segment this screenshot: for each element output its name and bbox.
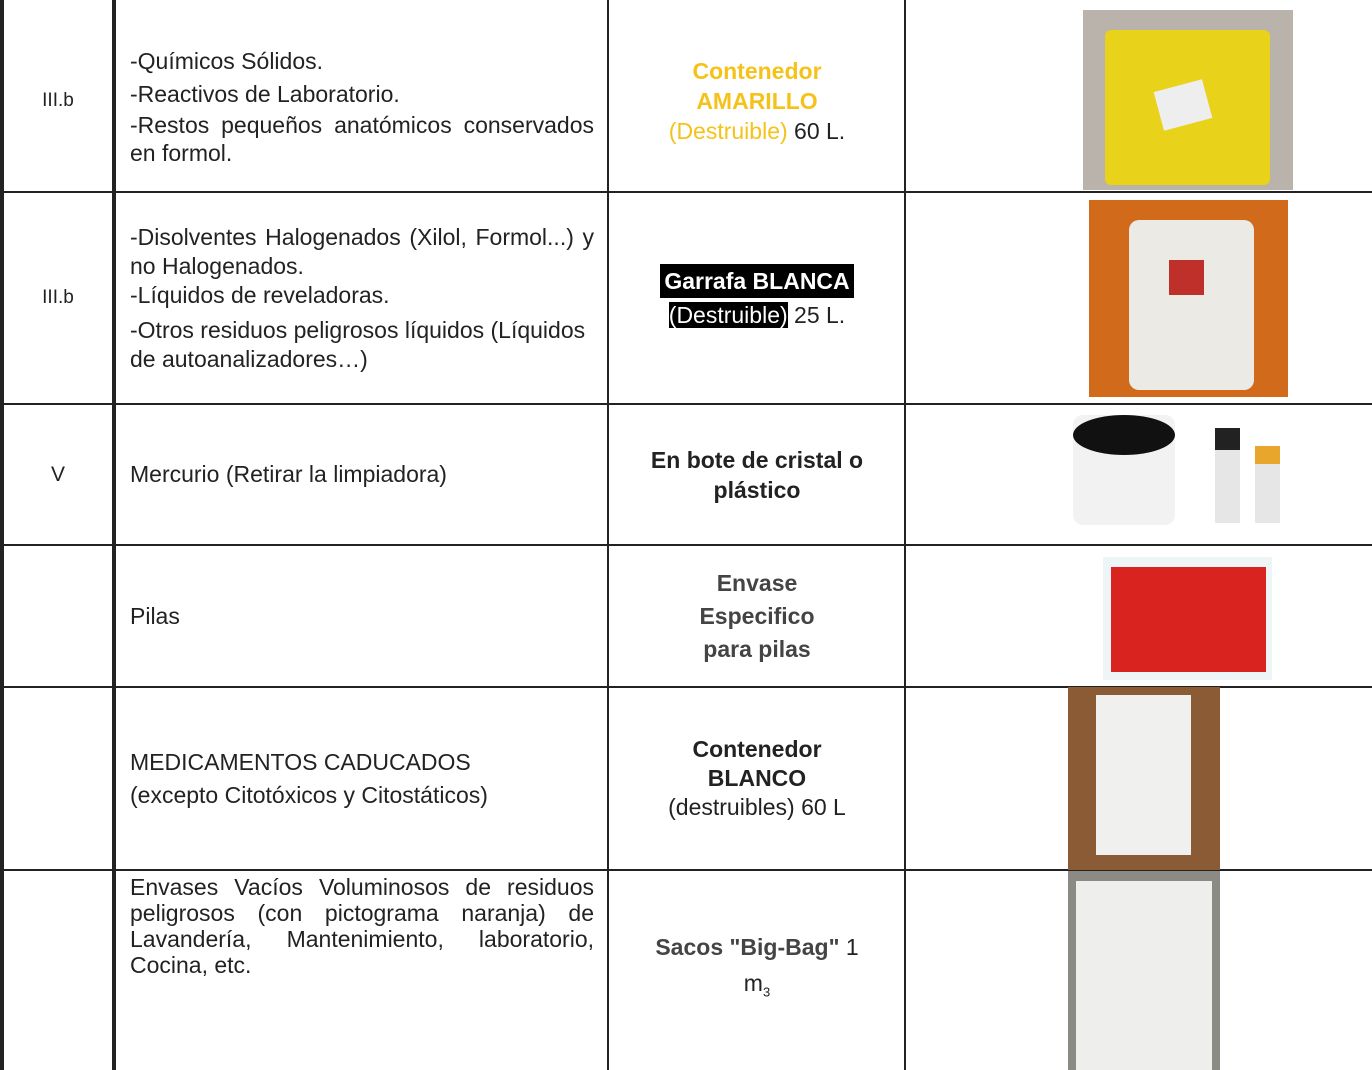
- jar: [1073, 415, 1175, 525]
- line: Especifico: [699, 602, 815, 629]
- border: [0, 544, 1372, 546]
- line: -Reactivos de Laboratorio.: [130, 81, 400, 107]
- class: V: [50, 462, 65, 486]
- container-cell: Garrafa BLANCA (Destruible) 25 L.: [610, 193, 904, 403]
- cap: [1255, 446, 1280, 464]
- photo: [1068, 687, 1220, 870]
- container-cell: Envase Especifico para pilas: [610, 546, 904, 686]
- class: III.b: [42, 287, 74, 308]
- line: MEDICAMENTOS CADUCADOS: [130, 748, 471, 775]
- label: [1169, 260, 1204, 295]
- description-cell: -Químicos Sólidos. -Reactivos de Laborat…: [118, 45, 606, 191]
- white-bin: [1096, 695, 1191, 855]
- text: 3: [762, 984, 771, 1000]
- line: Garrafa BLANCA: [660, 264, 854, 298]
- line: -Químicos Sólidos.: [130, 48, 324, 74]
- text: (Destruible): [668, 117, 788, 144]
- line: Sacos "Big-Bag" 1: [655, 929, 858, 965]
- line: Contenedor: [692, 57, 822, 84]
- vial: [1255, 446, 1280, 523]
- border: [0, 869, 1372, 871]
- photo: [1083, 10, 1293, 190]
- border: [112, 0, 116, 1070]
- line: para pilas: [703, 635, 811, 662]
- text: 60 L.: [787, 117, 846, 144]
- line: Envases Vacíos Voluminosos de residuos p…: [130, 874, 594, 978]
- line: Mercurio (Retirar la limpiadora): [130, 461, 447, 487]
- border: [607, 0, 609, 1070]
- text: 25 L.: [787, 302, 846, 328]
- class: III.b: [42, 89, 74, 111]
- line: En bote de cristal o plástico: [650, 446, 864, 503]
- line: -Restos pequeños anatómicos conservados …: [130, 112, 594, 166]
- container-cell: En bote de cristal o plástico: [610, 405, 904, 544]
- photo: [1068, 871, 1220, 1070]
- cap: [1215, 428, 1240, 450]
- line: (Destruible) 25 L.: [668, 298, 846, 332]
- text: m: [743, 970, 763, 996]
- text: (Destruible): [668, 302, 788, 328]
- container-cell: Contenedor BLANCO (destruibles) 60 L: [610, 688, 904, 869]
- line: BLANCO: [707, 765, 807, 791]
- container-cell: Contenedor AMARILLO (Destruible) 60 L.: [610, 10, 904, 191]
- red-box: [1111, 567, 1266, 672]
- line: (Destruible) 60 L.: [669, 116, 845, 146]
- description-cell: MEDICAMENTOS CADUCADOS (excepto Citotóxi…: [118, 688, 606, 869]
- class-cell: III.b: [4, 193, 112, 403]
- vial: [1215, 428, 1240, 523]
- border: [0, 0, 4, 1070]
- description-cell: Pilas: [118, 546, 606, 686]
- photo: [1089, 200, 1288, 397]
- line: Contenedor: [692, 736, 822, 762]
- border: [0, 191, 1372, 193]
- border: [0, 403, 1372, 405]
- lid: [1073, 415, 1175, 455]
- jerrycan: [1129, 220, 1254, 390]
- line: (excepto Citotóxicos y Citostáticos): [130, 781, 488, 808]
- container-cell: Sacos "Big-Bag" 1 m3: [610, 871, 904, 1070]
- line: AMARILLO: [696, 87, 818, 114]
- line: Envase: [716, 569, 798, 596]
- border: [904, 0, 906, 1070]
- line: -Otros residuos peligrosos líquidos (Líq…: [130, 316, 586, 372]
- line: Pilas: [130, 602, 180, 629]
- line: (destruibles) 60 L: [668, 794, 846, 820]
- description-cell: Envases Vacíos Voluminosos de residuos p…: [118, 874, 606, 1070]
- border: [0, 686, 1372, 688]
- class-cell: V: [4, 405, 112, 544]
- photo: [1103, 557, 1272, 680]
- description-cell: Mercurio (Retirar la limpiadora): [118, 405, 606, 544]
- text: Sacos "Big-Bag": [655, 934, 840, 960]
- line: -Disolventes Halogenados (Xilol, Formol.…: [130, 223, 594, 279]
- class-cell: III.b: [4, 10, 112, 191]
- big-bag: [1076, 881, 1212, 1070]
- description-cell: -Disolventes Halogenados (Xilol, Formol.…: [118, 193, 606, 403]
- line: -Líquidos de reveladoras.: [130, 281, 390, 308]
- text: 1: [839, 934, 859, 960]
- line: m3: [744, 965, 770, 1011]
